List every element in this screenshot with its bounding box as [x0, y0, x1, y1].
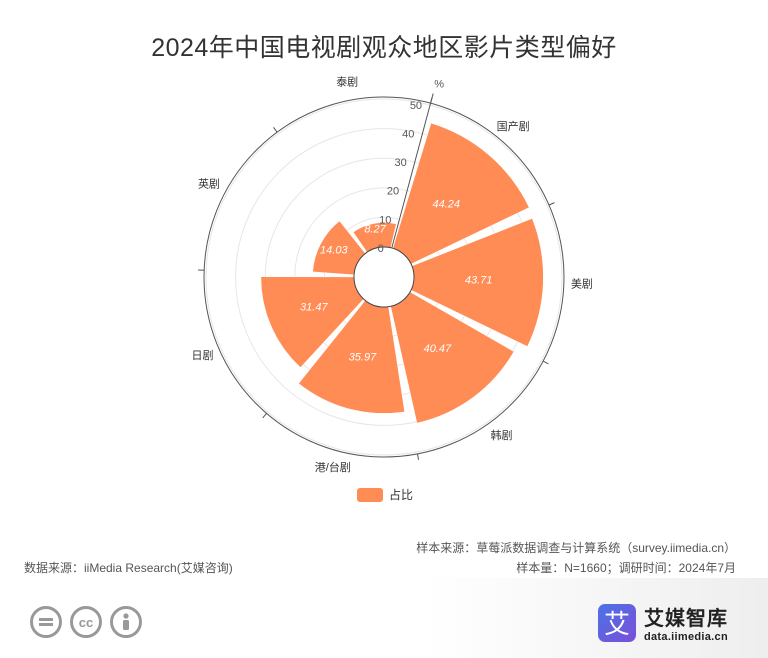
license-icons: cc [30, 606, 142, 638]
data-label: 31.47 [300, 302, 328, 314]
radial-tick-label: 10 [379, 214, 391, 226]
legend-label: 占比 [389, 488, 414, 502]
category-label: 韩剧 [491, 428, 513, 442]
category-label: 泰剧 [336, 74, 358, 88]
angle-tick [273, 127, 278, 133]
angle-tick [548, 202, 555, 206]
radial-tick-label: 50 [410, 100, 422, 112]
angle-tick [416, 453, 420, 460]
radial-tick-label: 40 [402, 129, 414, 141]
category-label: 美剧 [571, 277, 593, 290]
equals-icon [30, 606, 62, 638]
grid-circle [205, 98, 563, 456]
data-label: 8.27 [364, 224, 386, 236]
radial-tick-label: 30 [394, 157, 406, 169]
sample-meta: 样本量：N=1660；调研时间：2024年7月 [516, 561, 736, 575]
data-label: 35.97 [349, 351, 377, 363]
category-label: 英剧 [198, 176, 220, 190]
cc-icon: cc [70, 606, 102, 638]
category-label: 港/台剧 [315, 460, 351, 474]
data-label: 44.24 [433, 199, 461, 211]
radial-unit-label: % [434, 78, 444, 90]
data-label: 14.03 [320, 244, 348, 256]
data-label: 40.47 [424, 343, 452, 355]
brand-url: data.iimedia.cn [644, 631, 728, 643]
radial-tick-label: 20 [387, 186, 399, 198]
polar-bar-chart: 44.24 国产剧 43.71 美剧 40.47 韩剧 35.97 港/台剧 31.47 日剧 14… [192, 74, 593, 474]
brand: 艾 艾媒智库 data.iimedia.cn [598, 602, 728, 643]
brand-name: 艾媒智库 [644, 608, 728, 630]
chart-title: 2024年中国电视剧观众地区影片类型偏好 [151, 34, 617, 62]
data-label: 43.71 [465, 274, 493, 286]
category-label: 国产剧 [497, 119, 530, 133]
legend-swatch [357, 487, 383, 502]
brand-logo-icon: 艾 [598, 603, 636, 642]
angle-tick [542, 360, 549, 365]
radial-axis-line [391, 93, 434, 249]
inner-circle [353, 246, 415, 308]
data-source: 数据来源：iiMedia Research(艾媒咨询) [24, 561, 233, 575]
angle-tick [262, 413, 267, 419]
person-icon [110, 606, 142, 638]
sample-source: 样本来源：草莓派数据调查与计算系统（survey.iimedia.cn） [416, 541, 736, 555]
legend[interactable]: 占比 [357, 486, 413, 503]
category-label: 日剧 [192, 349, 214, 362]
angle-axis-circle [203, 96, 565, 458]
radial-tick-label: 0 [378, 243, 384, 255]
